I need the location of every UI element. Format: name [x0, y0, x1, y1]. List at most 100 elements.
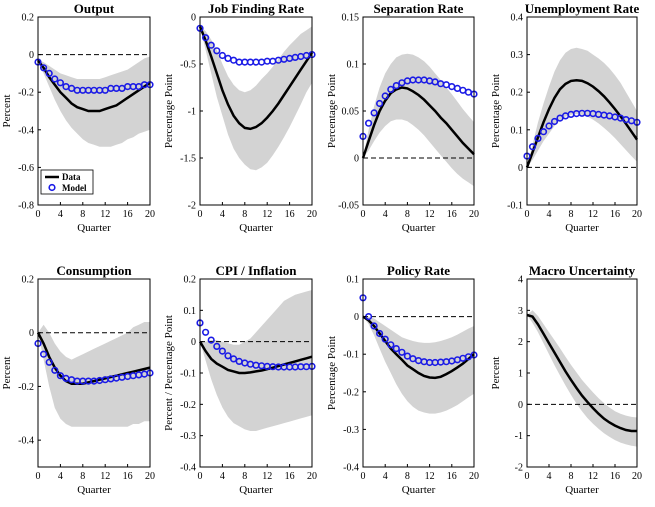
y-tick-label: -0.8: [18, 201, 34, 212]
y-tick-label: -1.5: [180, 154, 196, 165]
data-line: [526, 313, 637, 433]
x-tick-label: 16: [610, 471, 620, 482]
model-point: [528, 143, 537, 151]
panel-title: CPI / Inflation: [216, 263, 298, 278]
x-tick-label: 0: [525, 471, 530, 482]
x-tick-label: 20: [469, 471, 479, 482]
x-tick-label: 12: [425, 209, 435, 220]
x-tick-label: 16: [123, 471, 133, 482]
model-point: [376, 99, 384, 108]
x-tick-label: 4: [220, 209, 225, 220]
legend-data-label: Data: [62, 172, 81, 182]
model-point: [381, 335, 389, 343]
x-tick-label: 4: [383, 209, 388, 220]
y-tick-label: 0.4: [511, 13, 524, 24]
model-point: [207, 336, 215, 344]
axes-box: [37, 278, 151, 468]
model-point: [263, 57, 271, 65]
y-tick-label: 3: [518, 306, 523, 317]
model-point: [56, 79, 65, 87]
x-tick-label: 8: [569, 471, 574, 482]
model-point: [230, 355, 238, 363]
model-point: [241, 58, 249, 66]
y-tick-label: 0: [191, 337, 196, 348]
x-tick-label: 20: [632, 209, 642, 220]
y-tick-label: 0.1: [347, 60, 360, 71]
axes-box: [362, 278, 475, 468]
y-axis-label: Percent: [1, 95, 13, 128]
x-tick-label: 0: [198, 209, 203, 220]
data-line: [525, 78, 639, 168]
x-axis-label: Quarter: [239, 222, 273, 234]
x-tick-label: 20: [469, 209, 479, 220]
model-point: [230, 56, 238, 64]
x-tick-label: 0: [36, 209, 41, 220]
x-axis-label: Quarter: [77, 222, 111, 234]
axes-box: [37, 16, 151, 206]
x-tick-label: 4: [58, 471, 63, 482]
model-point: [545, 122, 553, 130]
x-tick-label: 8: [405, 471, 410, 482]
y-tick-label: -0.3: [343, 425, 359, 436]
y-tick-label: -0.3: [180, 431, 196, 442]
y-tick-label: 0: [29, 50, 34, 61]
x-tick-label: 0: [361, 471, 366, 482]
x-axis-label: Quarter: [239, 484, 273, 496]
x-tick-label: 4: [58, 209, 63, 220]
x-tick-label: 8: [405, 209, 410, 220]
confidence-band: [38, 322, 150, 427]
x-tick-label: 16: [447, 471, 457, 482]
y-tick-label: -0.4: [18, 436, 34, 447]
data-line: [36, 59, 151, 113]
x-tick-label: 8: [569, 209, 574, 220]
y-tick-label: -0.1: [180, 369, 196, 380]
model-point: [258, 58, 266, 66]
y-tick-label: 0.2: [22, 13, 35, 24]
x-tick-label: 4: [547, 471, 552, 482]
x-tick-label: 20: [145, 471, 155, 482]
model-point: [213, 342, 221, 351]
y-tick-label: 2: [518, 337, 523, 348]
x-tick-label: 4: [220, 471, 225, 482]
model-point: [235, 58, 243, 66]
model-point: [365, 119, 373, 127]
y-tick-label: 0.3: [511, 50, 524, 61]
x-axis-label: Quarter: [402, 222, 436, 234]
y-tick-label: 0: [518, 400, 523, 411]
model-point: [370, 109, 378, 117]
y-tick-label: -0.1: [507, 201, 523, 212]
x-tick-label: 20: [307, 209, 317, 220]
model-point: [403, 352, 412, 360]
y-tick-label: 0: [518, 163, 523, 174]
data-line: [361, 86, 475, 159]
x-tick-label: 16: [123, 209, 133, 220]
x-tick-label: 16: [610, 209, 620, 220]
x-tick-label: 0: [361, 209, 366, 220]
y-tick-label: 0.1: [184, 306, 197, 317]
x-tick-label: 12: [588, 209, 598, 220]
model-point: [218, 347, 226, 355]
y-axis-label: Percentage Point: [490, 74, 502, 148]
model-point: [213, 47, 221, 55]
y-tick-label: -2: [188, 201, 196, 212]
model-point: [51, 366, 59, 374]
model-point: [207, 41, 215, 49]
x-tick-label: 12: [425, 471, 435, 482]
panel-title: Policy Rate: [387, 263, 450, 278]
legend-model-label: Model: [62, 183, 87, 193]
y-tick-label: -0.6: [18, 163, 34, 174]
y-tick-label: 0.2: [184, 275, 197, 286]
model-point: [376, 329, 384, 338]
confidence-band: [527, 47, 637, 168]
model-point: [269, 57, 277, 65]
x-axis-label: Quarter: [402, 484, 436, 496]
y-tick-label: -1: [515, 431, 523, 442]
y-tick-label: -0.1: [343, 350, 359, 361]
y-tick-label: -0.2: [343, 387, 359, 398]
y-axis-label: Percentage Point: [163, 74, 175, 148]
model-point: [45, 358, 53, 366]
x-tick-label: 8: [242, 209, 247, 220]
